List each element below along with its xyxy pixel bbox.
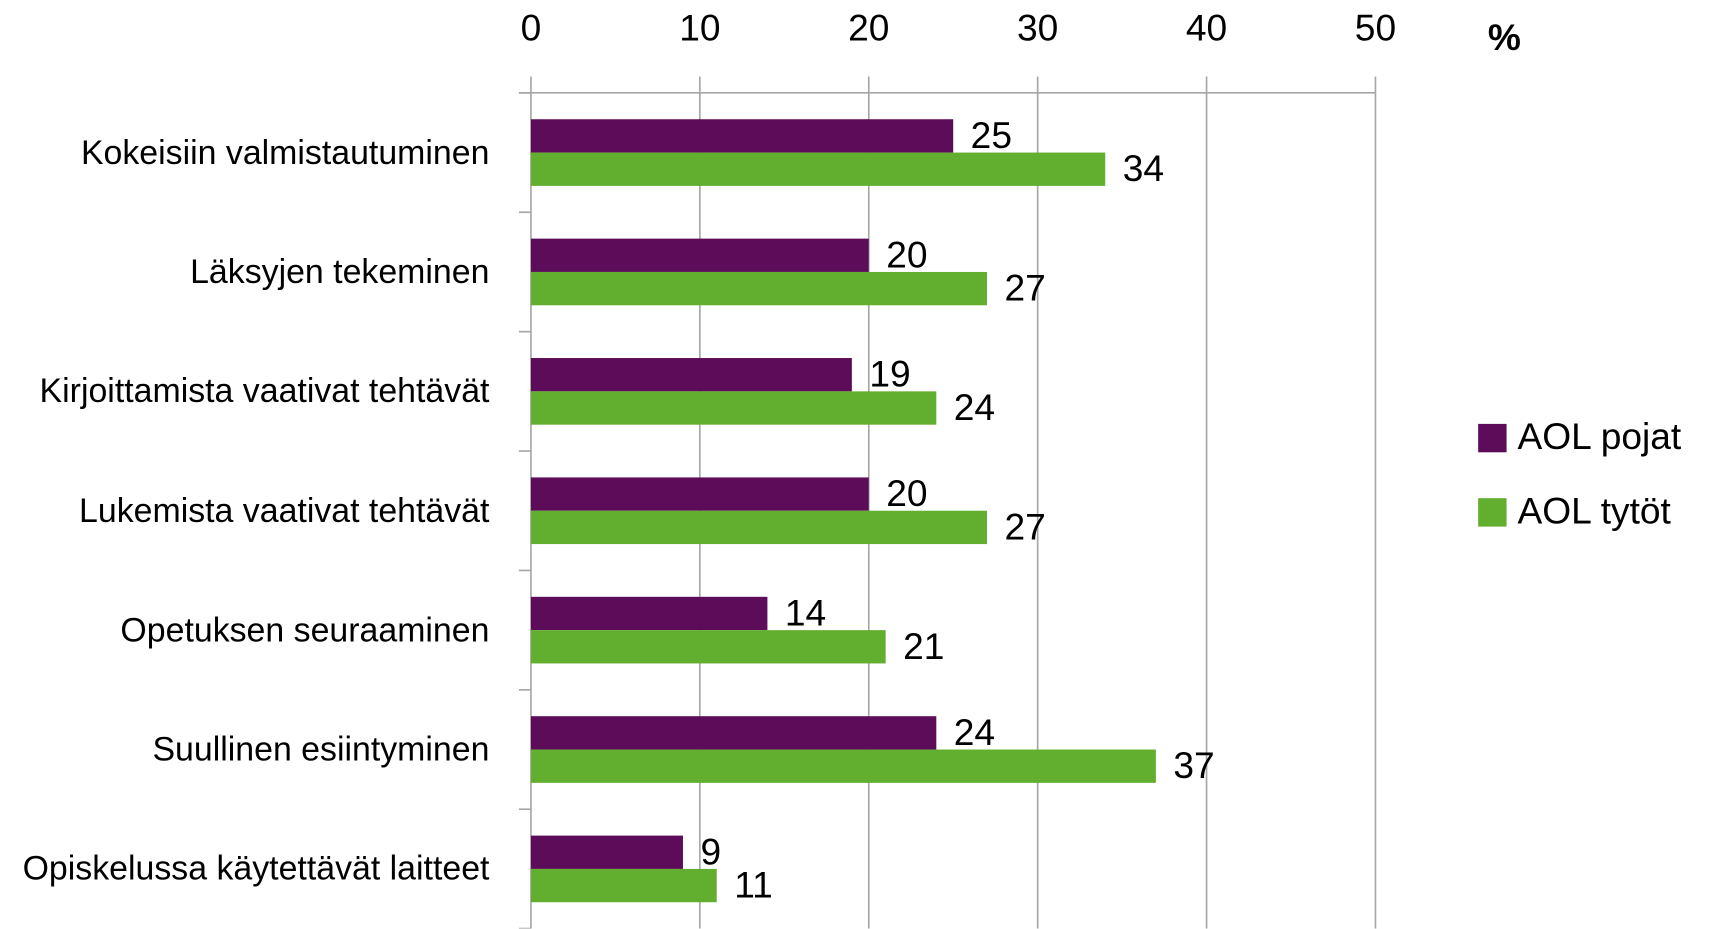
x-tick-label: 0 [521, 6, 542, 48]
y-tick-label: Lukemista vaativat tehtävät [79, 491, 490, 530]
bar [530, 477, 869, 511]
value-label: 37 [1173, 744, 1214, 786]
legend-label: AOL pojat [1517, 415, 1681, 457]
bar [530, 358, 852, 392]
bar [530, 271, 987, 306]
value-label: 9 [700, 830, 721, 872]
value-label: 19 [869, 353, 910, 395]
value-label: 20 [886, 472, 927, 514]
value-label: 24 [954, 711, 995, 753]
y-tick-label: Opetuksen seuraaminen [120, 610, 490, 649]
value-label: 14 [785, 591, 826, 633]
y-tick-label: Kirjoittamista vaativat tehtävät [39, 371, 490, 410]
bar [530, 835, 683, 869]
legend-swatch [1478, 423, 1507, 453]
axis-unit: % [1488, 16, 1521, 58]
x-tick-label: 20 [848, 6, 889, 48]
bar [530, 716, 937, 750]
value-label: 27 [1004, 505, 1045, 547]
bar [530, 391, 937, 425]
value-label: 20 [886, 233, 927, 275]
bar [530, 630, 886, 664]
value-label: 21 [903, 625, 944, 667]
bar [530, 596, 768, 631]
legend-label: AOL tytöt [1517, 489, 1671, 531]
x-tick-label: 10 [679, 6, 720, 48]
legend-swatch [1478, 498, 1507, 527]
value-label: 11 [734, 864, 773, 906]
y-tick-label: Suullinen esiintyminen [152, 729, 490, 769]
value-label: 27 [1004, 267, 1045, 309]
x-tick-label: 50 [1355, 6, 1396, 48]
bar [530, 510, 987, 545]
bar [530, 119, 954, 153]
bar [530, 238, 869, 272]
x-tick-label: 30 [1017, 6, 1058, 48]
y-tick-label: Kokeisiin valmistautuminen [80, 132, 490, 172]
bar [530, 868, 717, 903]
value-label: 24 [954, 386, 995, 428]
y-tick-label: Läksyjen tekeminen [190, 252, 490, 291]
y-tick-label: Opiskelussa käytettävät laitteet [22, 849, 490, 888]
value-label: 25 [971, 114, 1012, 156]
bar [530, 152, 1106, 186]
x-tick-label: 40 [1186, 6, 1227, 48]
value-label: 34 [1123, 147, 1164, 189]
bar [530, 749, 1156, 783]
